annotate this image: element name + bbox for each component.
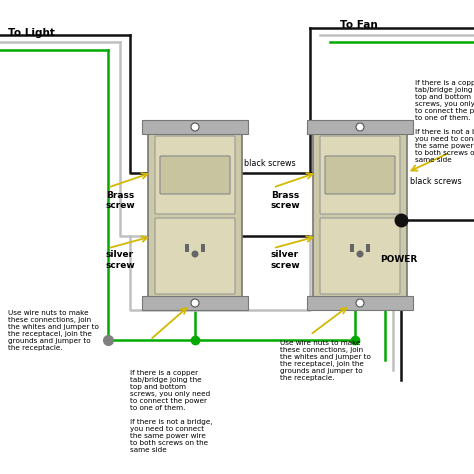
Bar: [142, 296, 248, 310]
FancyBboxPatch shape: [155, 218, 235, 294]
FancyBboxPatch shape: [160, 156, 230, 194]
Circle shape: [191, 250, 199, 257]
Circle shape: [356, 250, 364, 257]
Text: black screws: black screws: [244, 159, 296, 168]
Text: If there is a copper
tab/bridge joing the
top and bottom
screws, you only need
t: If there is a copper tab/bridge joing th…: [415, 80, 474, 163]
Bar: [201, 244, 205, 252]
Bar: [307, 296, 413, 310]
Text: black screws: black screws: [410, 177, 462, 186]
Text: silver
screw: silver screw: [106, 250, 136, 270]
Text: To Fan: To Fan: [340, 20, 378, 30]
FancyBboxPatch shape: [320, 218, 400, 294]
Text: If there is a copper
tab/bridge joing the
top and bottom
screws, you only need
t: If there is a copper tab/bridge joing th…: [130, 370, 213, 453]
Text: Use wire nuts to make
these connections, join
the whites and jumper to
the recep: Use wire nuts to make these connections,…: [280, 340, 371, 381]
Text: Use wire nuts to make
these connections, join
the whites and jumper to
the recep: Use wire nuts to make these connections,…: [8, 310, 99, 351]
Bar: [307, 120, 413, 134]
Text: Brass
screw: Brass screw: [106, 191, 136, 210]
Circle shape: [356, 299, 364, 307]
FancyBboxPatch shape: [148, 128, 242, 302]
Bar: [366, 244, 370, 252]
Circle shape: [191, 299, 199, 307]
FancyBboxPatch shape: [325, 156, 395, 194]
Text: POWER: POWER: [381, 255, 418, 264]
FancyBboxPatch shape: [320, 136, 400, 214]
Text: Brass
screw: Brass screw: [271, 191, 301, 210]
Text: silver
screw: silver screw: [271, 250, 301, 270]
Circle shape: [191, 123, 199, 131]
FancyBboxPatch shape: [313, 128, 407, 302]
Circle shape: [356, 123, 364, 131]
Text: To Light: To Light: [8, 28, 55, 38]
Bar: [142, 120, 248, 134]
Bar: [350, 244, 354, 252]
FancyBboxPatch shape: [155, 136, 235, 214]
Bar: [185, 244, 189, 252]
